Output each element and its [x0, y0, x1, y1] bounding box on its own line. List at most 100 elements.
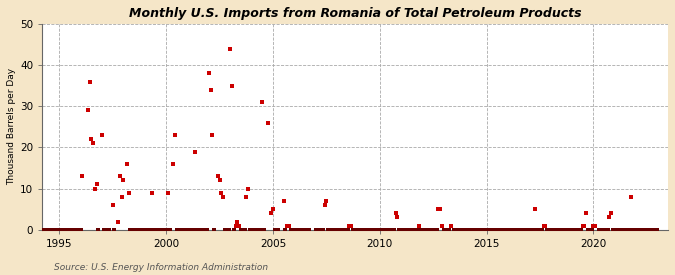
Point — [579, 224, 590, 228]
Point — [403, 228, 414, 232]
Point — [627, 228, 638, 232]
Point — [271, 228, 282, 232]
Point — [467, 228, 478, 232]
Text: Source: U.S. Energy Information Administration: Source: U.S. Energy Information Administ… — [54, 263, 268, 272]
Point — [287, 228, 298, 232]
Point — [483, 228, 493, 232]
Point — [157, 228, 168, 232]
Point — [107, 203, 118, 207]
Point — [118, 178, 129, 183]
Point — [350, 228, 360, 232]
Point — [228, 228, 239, 232]
Point — [91, 182, 102, 187]
Point — [456, 228, 467, 232]
Point — [400, 228, 410, 232]
Point — [356, 228, 367, 232]
Point — [506, 228, 517, 232]
Point — [273, 228, 284, 232]
Point — [510, 228, 520, 232]
Point — [429, 228, 440, 232]
Point — [72, 228, 82, 232]
Point — [632, 228, 643, 232]
Point — [636, 228, 647, 232]
Point — [588, 224, 599, 228]
Point — [373, 228, 383, 232]
Point — [177, 228, 188, 232]
Point — [188, 228, 198, 232]
Point — [383, 228, 394, 232]
Point — [481, 228, 492, 232]
Point — [266, 211, 277, 216]
Point — [239, 228, 250, 232]
Point — [536, 228, 547, 232]
Point — [470, 228, 481, 232]
Point — [551, 228, 562, 232]
Point — [227, 83, 238, 88]
Point — [219, 228, 230, 232]
Point — [526, 228, 537, 232]
Point — [581, 211, 592, 216]
Point — [561, 228, 572, 232]
Point — [520, 228, 531, 232]
Point — [90, 186, 101, 191]
Point — [595, 228, 605, 232]
Point — [630, 228, 641, 232]
Point — [294, 228, 305, 232]
Point — [529, 207, 540, 211]
Point — [421, 228, 431, 232]
Point — [449, 228, 460, 232]
Point — [585, 228, 595, 232]
Point — [410, 228, 421, 232]
Point — [615, 228, 626, 232]
Point — [286, 228, 296, 232]
Point — [545, 228, 556, 232]
Point — [161, 228, 171, 232]
Point — [152, 228, 163, 232]
Point — [515, 228, 526, 232]
Point — [189, 149, 200, 154]
Point — [574, 228, 585, 232]
Point — [314, 228, 325, 232]
Point — [426, 228, 437, 232]
Point — [335, 228, 346, 232]
Point — [319, 203, 330, 207]
Point — [262, 120, 273, 125]
Point — [358, 228, 369, 232]
Point — [47, 228, 57, 232]
Point — [543, 228, 554, 232]
Point — [52, 228, 63, 232]
Point — [132, 228, 143, 232]
Point — [139, 228, 150, 232]
Point — [68, 228, 79, 232]
Point — [454, 228, 465, 232]
Point — [138, 228, 148, 232]
Point — [479, 228, 490, 232]
Point — [236, 228, 246, 232]
Point — [230, 224, 241, 228]
Point — [171, 228, 182, 232]
Point — [198, 228, 209, 232]
Point — [634, 228, 645, 232]
Point — [586, 228, 597, 232]
Point — [136, 228, 146, 232]
Point — [535, 228, 545, 232]
Point — [291, 228, 302, 232]
Point — [173, 228, 184, 232]
Point — [303, 228, 314, 232]
Point — [180, 228, 191, 232]
Point — [508, 228, 518, 232]
Point — [556, 228, 567, 232]
Point — [412, 228, 423, 232]
Point — [191, 228, 202, 232]
Point — [424, 228, 435, 232]
Point — [490, 228, 501, 232]
Point — [625, 195, 636, 199]
Point — [493, 228, 504, 232]
Point — [472, 228, 483, 232]
Point — [504, 228, 515, 232]
Point — [563, 228, 574, 232]
Point — [593, 228, 604, 232]
Point — [522, 228, 533, 232]
Point — [43, 228, 54, 232]
Point — [378, 228, 389, 232]
